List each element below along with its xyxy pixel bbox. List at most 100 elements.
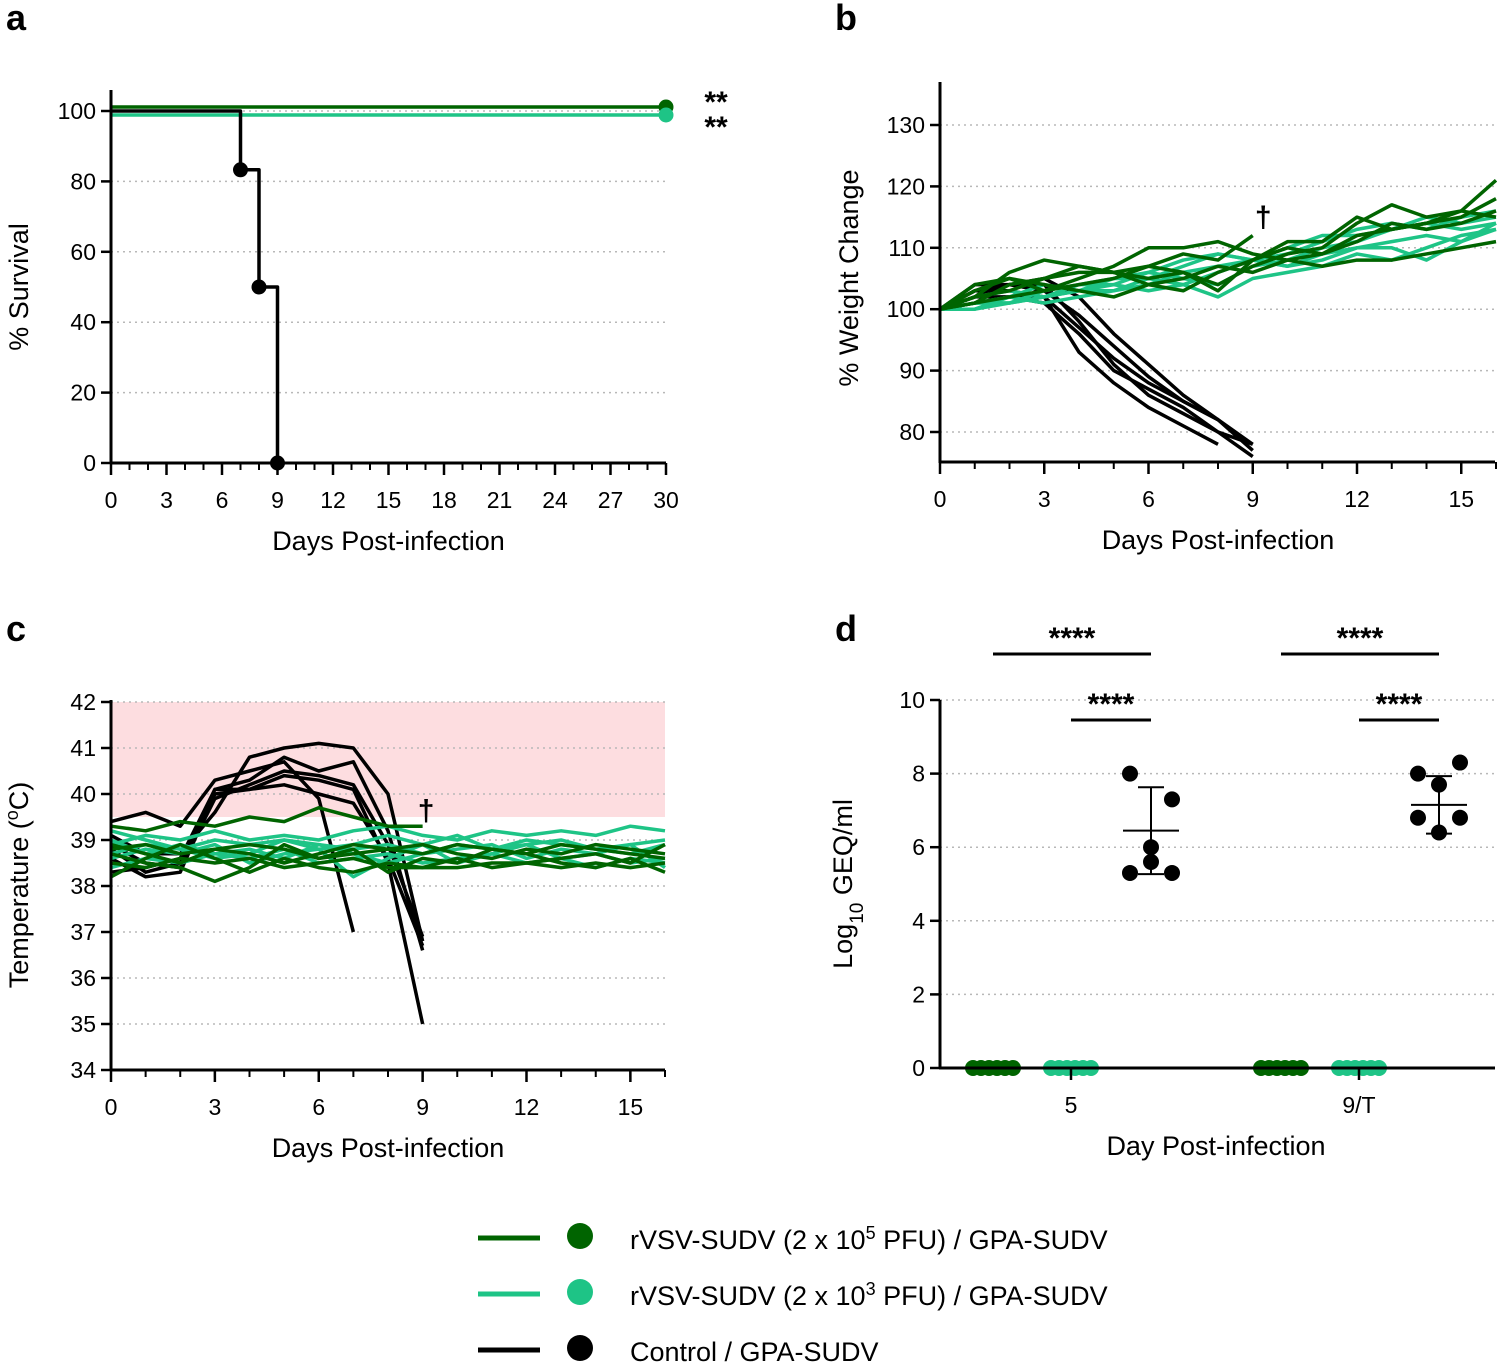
x-tick-label: 21 <box>487 487 513 513</box>
y-tick-label: 35 <box>70 1011 96 1037</box>
legend-label-text: PFU) / GPA-SUDV <box>876 1281 1108 1311</box>
y-tick-label: 37 <box>70 919 96 945</box>
y-tick-label: 100 <box>58 98 96 124</box>
x-tick-label: 6 <box>312 1094 325 1120</box>
legend: rVSV-SUDV (2 x 105 PFU) / GPA-SUDVrVSV-S… <box>478 1223 1108 1364</box>
y-axis-title: Log10 GEQ/ml <box>828 799 868 969</box>
data-point-control <box>1164 864 1180 881</box>
panel-letter-b: b <box>835 0 857 38</box>
y-axis-title: Temperature (oC) <box>2 782 34 989</box>
significance-label: **** <box>1376 688 1423 721</box>
data-point-control <box>1122 765 1138 782</box>
y-tick-label: 80 <box>899 419 925 445</box>
y-tick-label: 8 <box>912 761 925 787</box>
weight-change-chart: 80 90 100 110 120 130 † 0 3 6 9 12 15 Days Post-infec… <box>834 82 1497 555</box>
y-tick-label: 4 <box>912 908 925 934</box>
y-axis-title-subscript: 10 <box>847 903 868 924</box>
x-tick-label: 0 <box>934 486 947 512</box>
y-tick-label: 36 <box>70 965 96 991</box>
y-axis-title: % Survival <box>4 223 34 351</box>
x-tick-label: 3 <box>208 1094 221 1120</box>
y-tick-label: 110 <box>888 235 925 261</box>
panel-letter-c: c <box>6 608 26 649</box>
temperature-line-control <box>110 741 425 942</box>
x-tick-label: 12 <box>514 1094 540 1120</box>
legend-marker-control <box>567 1335 593 1361</box>
y-tick-label: 40 <box>70 309 96 335</box>
x-tick-label: 3 <box>1038 486 1051 512</box>
legend-label-text: PFU) / GPA-SUDV <box>876 1225 1108 1255</box>
survival-marker-control <box>251 279 267 295</box>
weight-line-control <box>939 295 1254 446</box>
legend-label-low_dose: rVSV-SUDV (2 x 103 PFU) / GPA-SUDV <box>630 1279 1108 1311</box>
x-tick-label: 0 <box>105 487 118 513</box>
y-tick-label: 34 <box>70 1057 96 1083</box>
legend-label-exponent: 5 <box>866 1223 876 1243</box>
y-tick-label: 90 <box>899 358 925 384</box>
temperature-line-high_dose <box>110 806 423 833</box>
x-tick-label: 15 <box>376 487 402 513</box>
significance-label-high_dose: ** <box>704 86 728 119</box>
x-tick-label: 12 <box>320 487 346 513</box>
y-axis-title-text: Log <box>828 924 858 969</box>
y-tick-label: 120 <box>887 173 925 199</box>
legend-label-text: Control / GPA-SUDV <box>630 1337 879 1364</box>
y-tick-label: 6 <box>912 834 925 860</box>
y-tick-label: 100 <box>887 296 925 322</box>
y-tick-label: 60 <box>70 239 96 265</box>
y-tick-label: 0 <box>83 450 96 476</box>
temperature-line-high_dose <box>110 856 666 870</box>
y-tick-label: 38 <box>70 873 96 899</box>
weight-line-high_dose <box>938 239 1497 311</box>
y-tick-label: 42 <box>70 689 96 715</box>
panel-letter-a: a <box>6 0 27 38</box>
weight-line-high_dose <box>939 178 1497 311</box>
data-point-control <box>1164 791 1180 808</box>
legend-label-control: Control / GPA-SUDV <box>630 1337 879 1364</box>
data-point-control <box>1452 809 1468 826</box>
data-point-control <box>1122 864 1138 881</box>
weight-line-low_dose <box>939 227 1497 311</box>
x-axis-title: Day Post-infection <box>1106 1131 1325 1161</box>
y-tick-label: 80 <box>70 168 96 194</box>
significance-label-low_dose: ** <box>704 111 728 144</box>
y-tick-label: 10 <box>899 687 925 713</box>
y-axis-title-text: GEQ/ml <box>828 799 858 903</box>
x-tick-label: 27 <box>598 487 624 513</box>
legend-marker-high_dose <box>567 1223 593 1249</box>
data-point-control <box>1452 754 1468 771</box>
x-axis-title: Days Post-infection <box>1102 525 1335 555</box>
x-tick-label: 15 <box>1448 486 1474 512</box>
y-tick-label: 40 <box>70 781 96 807</box>
y-tick-label: 39 <box>70 827 96 853</box>
x-tick-label: 0 <box>105 1094 118 1120</box>
data-point-control <box>1410 809 1426 826</box>
survival-marker-control <box>233 162 248 178</box>
x-tick-label: 5 <box>1065 1092 1078 1118</box>
temperature-line-low_dose <box>110 829 666 851</box>
data-point-control <box>1431 776 1447 793</box>
weight-line-low_dose <box>939 227 1497 311</box>
y-axis-title-superscript: o <box>2 810 22 820</box>
weight-line-high_dose <box>939 234 1254 311</box>
temperature-line-control <box>110 773 425 1025</box>
y-axis-title-text: C) <box>4 782 34 811</box>
data-point-control <box>1410 765 1426 782</box>
y-tick-label: 2 <box>912 981 925 1007</box>
significance-label: **** <box>1337 622 1384 655</box>
survival-line-control <box>111 109 280 463</box>
x-tick-label: 9 <box>271 487 284 513</box>
x-tick-label: 9 <box>416 1094 429 1120</box>
legend-label-text: rVSV-SUDV (2 x 10 <box>630 1281 866 1311</box>
legend-label-exponent: 3 <box>866 1279 876 1299</box>
x-axis-title: Days Post-infection <box>272 1133 505 1163</box>
data-point-control <box>1143 853 1159 870</box>
data-point-control <box>1431 824 1447 841</box>
y-tick-label: 20 <box>70 380 96 406</box>
x-tick-label: 6 <box>1142 486 1155 512</box>
y-axis-title-text: Temperature ( <box>4 820 34 988</box>
legend-marker-low_dose <box>567 1279 593 1305</box>
death-marker-annotation: † <box>418 794 435 827</box>
y-axis-title: % Weight Change <box>834 169 864 386</box>
